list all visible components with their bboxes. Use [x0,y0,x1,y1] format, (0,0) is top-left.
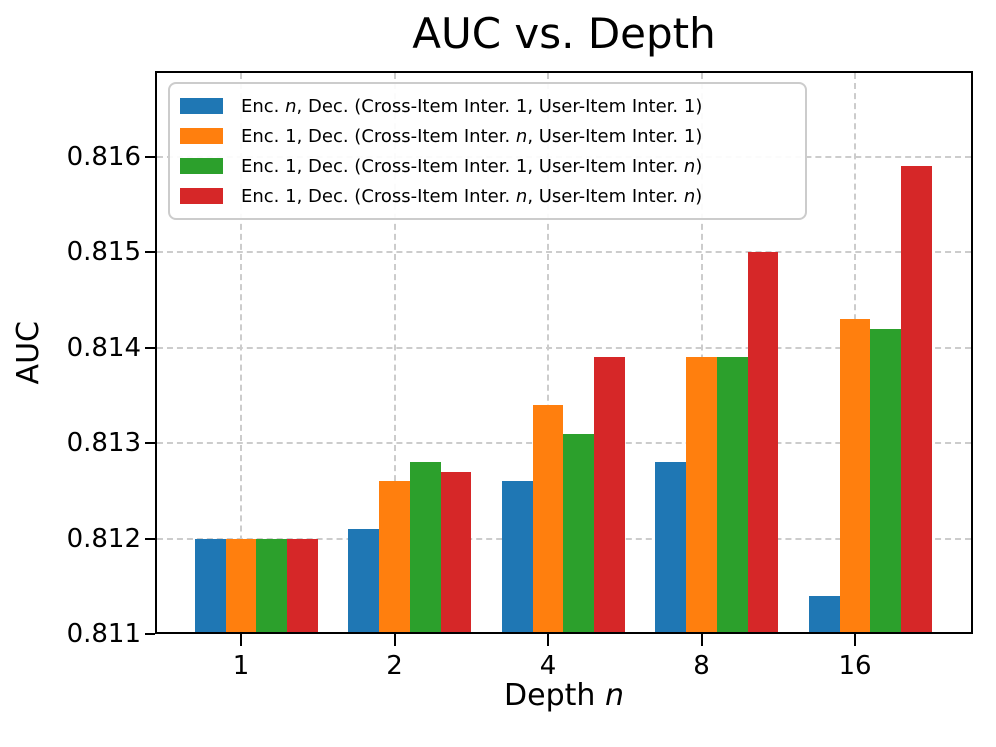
italic-n: n [515,185,528,207]
x-tick-label: 1 [232,651,250,681]
bar-series4-depth4 [594,357,625,632]
bar-series1-depth16 [808,595,840,632]
legend-swatch [180,128,223,144]
x-tick-mark [393,634,396,646]
gridline-horizontal [157,251,971,254]
bar-series2-depth1 [225,538,257,632]
y-tick-mark [145,633,155,635]
bar-series3-depth8 [716,357,748,632]
y-tick-mark [145,346,155,349]
bar-series3-depth16 [870,328,902,632]
italic-n: n [285,95,297,117]
legend-label: Enc. 1, Dec. (Cross-Item Inter. n, User-… [241,125,703,147]
legend-swatch [180,188,223,204]
y-tick-mark [145,251,155,254]
italic-n: n [515,125,528,147]
x-tick-mark [700,634,703,646]
legend-label: Enc. n, Dec. (Cross-Item Inter. 1, User-… [241,95,703,117]
italic-n: n [604,678,624,713]
x-tick-mark [547,634,549,646]
gridline-vertical [393,73,396,632]
y-tick-label: 0.816 [66,141,141,172]
gridline-vertical [547,73,549,632]
y-tick-label: 0.815 [66,237,141,268]
bar-series4-depth2 [440,471,472,632]
gridline-vertical [700,73,703,632]
y-tick-label: 0.814 [66,332,141,363]
y-tick-mark [145,155,155,158]
x-tick-label: 4 [539,651,557,681]
bar-series4-depth1 [287,538,318,632]
gridline-vertical [240,73,242,632]
x-tick-mark [240,634,242,646]
italic-n: n [683,155,696,177]
x-tick-label: 16 [838,651,872,681]
bar-series2-depth16 [839,319,871,632]
legend-row: Enc. 1, Dec. (Cross-Item Inter. n, User-… [180,121,795,151]
chart-title: AUC vs. Depth [412,9,716,58]
y-tick-mark [145,442,155,445]
y-tick-label: 0.811 [66,619,141,649]
legend-label: Enc. 1, Dec. (Cross-Item Inter. n, User-… [241,185,703,207]
bar-series3-depth4 [563,433,595,632]
bar-series1-depth2 [348,529,380,632]
y-tick-label: 0.812 [66,523,141,554]
bar-series1-depth4 [501,481,533,632]
y-tick-label: 0.813 [66,428,141,459]
bar-series4-depth8 [747,252,779,632]
x-tick-label: 8 [693,651,710,681]
x-tick-mark [854,634,856,646]
bar-series1-depth1 [194,538,226,632]
gridline-horizontal [157,346,971,349]
legend-row: Enc. 1, Dec. (Cross-Item Inter. n, User-… [180,181,795,211]
bar-series2-depth8 [686,357,717,632]
bar-series3-depth2 [409,462,441,632]
bar-series2-depth4 [532,404,564,632]
legend: Enc. n, Dec. (Cross-Item Inter. 1, User-… [168,82,807,220]
legend-label: Enc. 1, Dec. (Cross-Item Inter. 1, User-… [241,155,703,177]
bar-series3-depth1 [256,538,288,632]
bar-series1-depth8 [655,462,687,632]
x-tick-label: 2 [386,651,403,681]
x-axis-label: Depth n [504,678,624,713]
italic-n: n [683,185,696,207]
legend-row: Enc. 1, Dec. (Cross-Item Inter. 1, User-… [180,151,795,181]
legend-row: Enc. n, Dec. (Cross-Item Inter. 1, User-… [180,91,795,121]
bar-series4-depth16 [901,166,932,632]
y-tick-mark [145,537,155,540]
legend-swatch [180,158,223,174]
legend-swatch [180,98,223,114]
bar-series2-depth2 [379,481,410,632]
